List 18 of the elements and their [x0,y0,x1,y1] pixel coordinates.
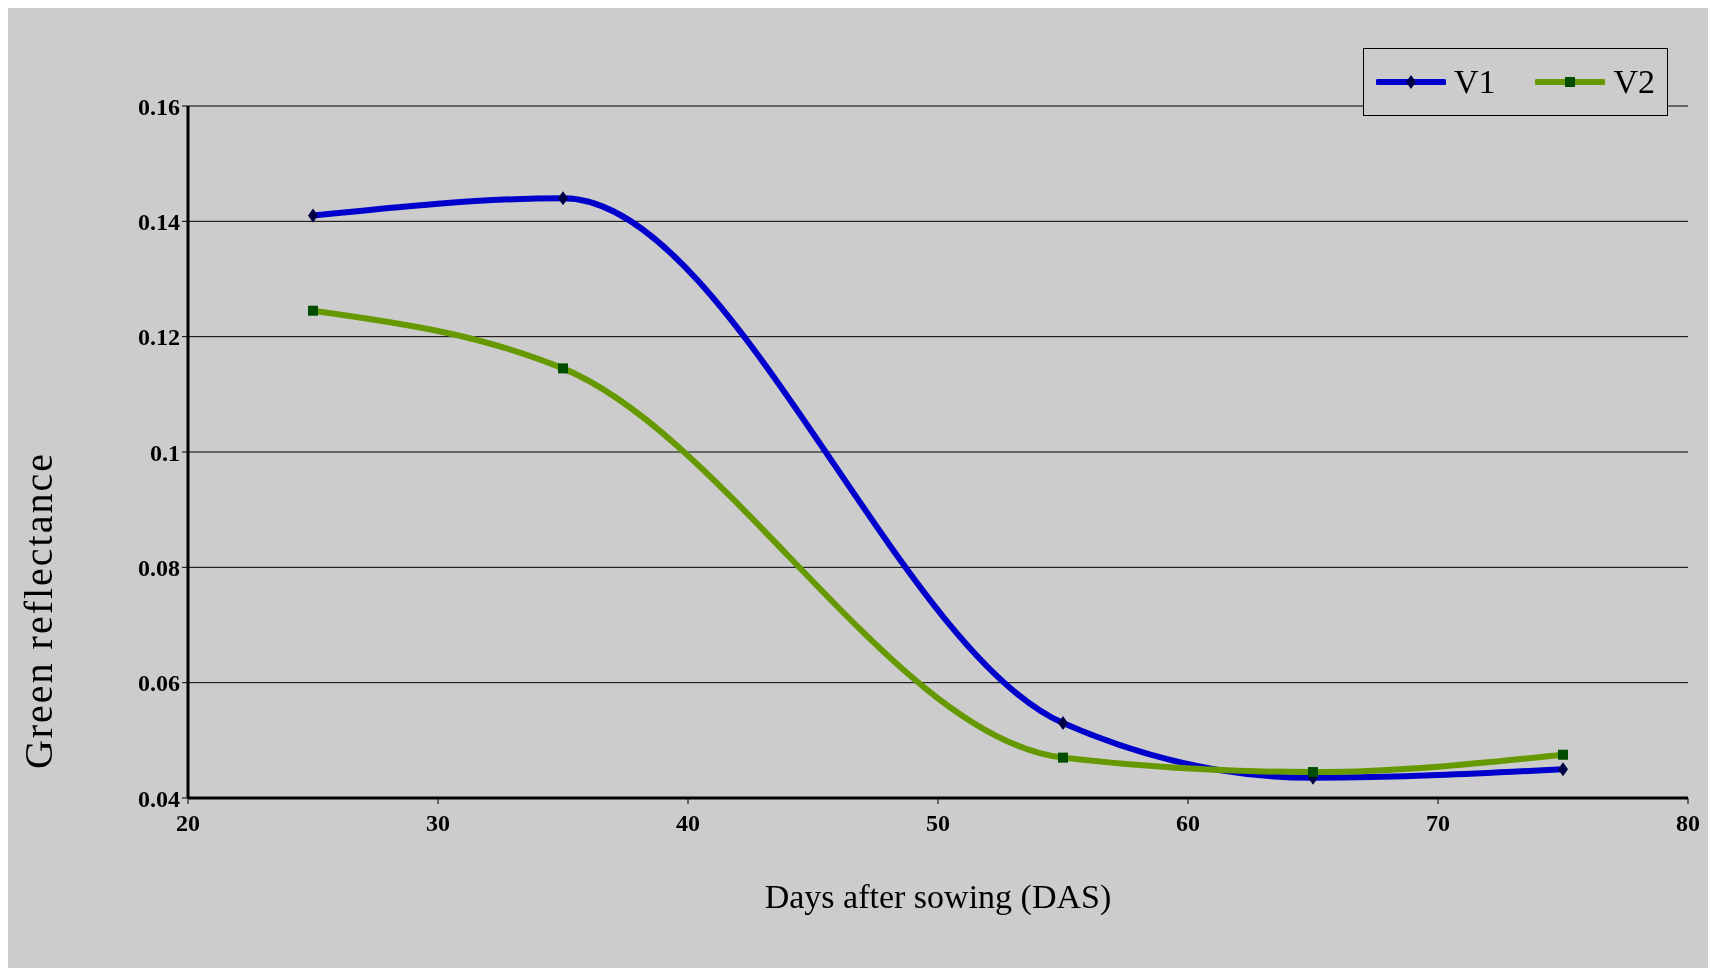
y-tick-label: 0.14 [138,208,180,235]
legend-label: V2 [1612,63,1655,101]
x-axis-title: Days after sowing (DAS) [764,878,1112,916]
legend-label: V1 [1452,63,1496,101]
x-tick-label: 80 [1676,810,1700,837]
x-tick-label: 60 [1176,810,1200,837]
y-tick-label: 0.1 [150,439,180,466]
x-tick-label: 50 [926,810,950,837]
y-axis-title: Green reflectance [16,452,62,770]
y-tick-label: 0.08 [138,554,180,581]
y-tick-label: 0.04 [138,785,180,812]
y-tick-label: 0.16 [138,93,180,120]
y-tick-label: 0.06 [138,670,180,697]
x-tick-label: 40 [676,810,700,837]
x-tick-label: 20 [176,810,200,837]
x-tick-label: 70 [1426,810,1450,837]
y-tick-label: 0.12 [138,324,180,351]
x-tick-label: 30 [426,810,450,837]
